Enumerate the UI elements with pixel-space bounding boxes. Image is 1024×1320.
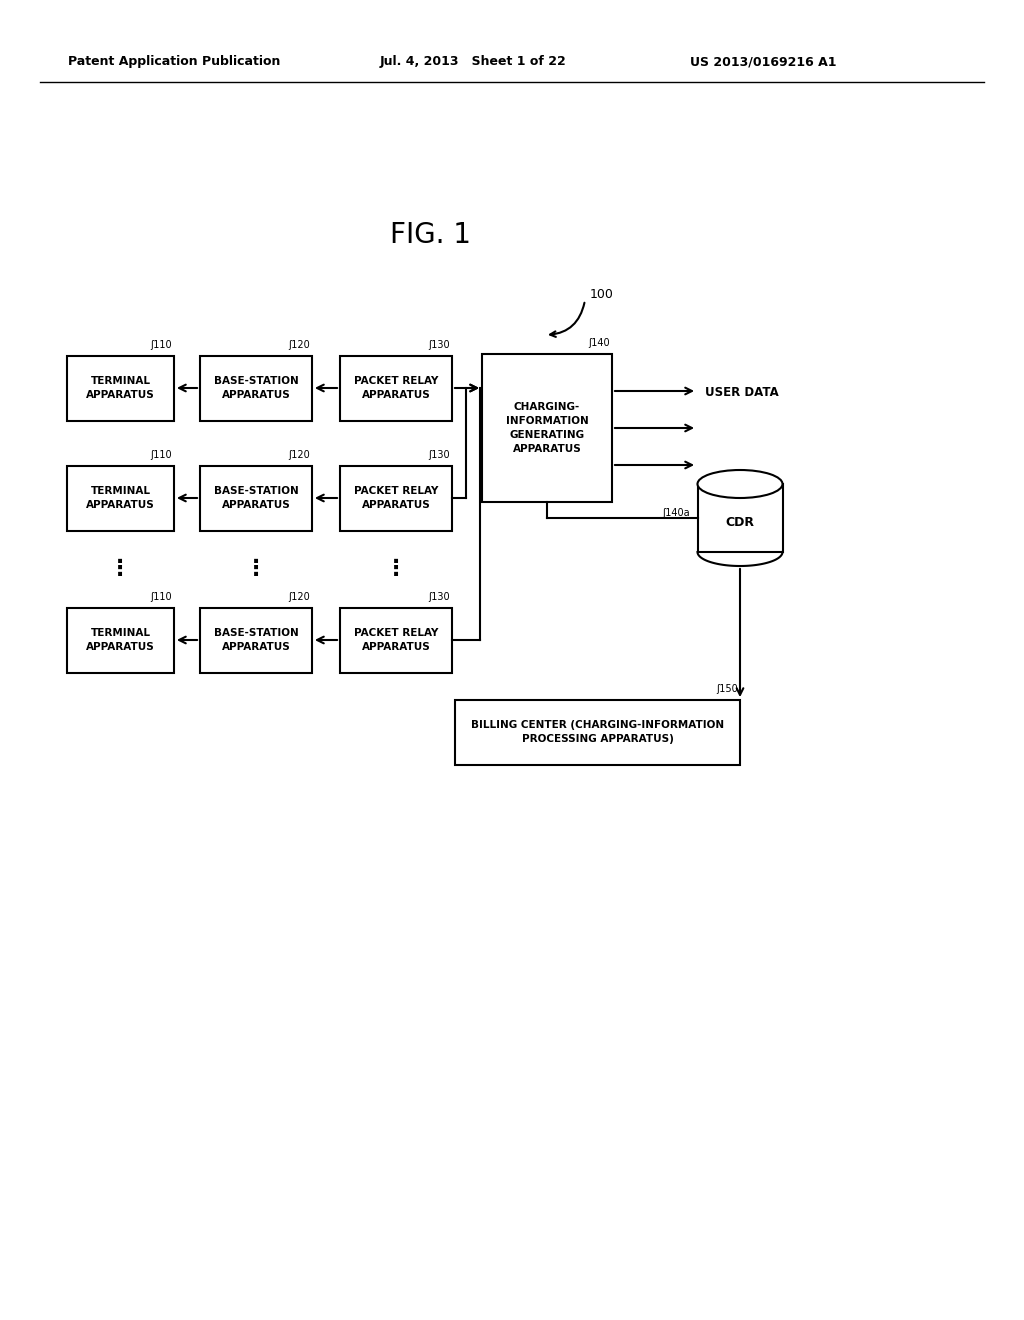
Text: ⋮: ⋮ [245, 558, 267, 579]
Text: FIG. 1: FIG. 1 [389, 220, 470, 249]
Text: ʃ120: ʃ120 [288, 341, 310, 350]
Text: Patent Application Publication: Patent Application Publication [68, 55, 281, 69]
Text: BASE-STATION
APPARATUS: BASE-STATION APPARATUS [214, 487, 298, 511]
Text: ʃ130: ʃ130 [428, 341, 450, 350]
Text: CHARGING-
INFORMATION
GENERATING
APPARATUS: CHARGING- INFORMATION GENERATING APPARAT… [506, 403, 589, 454]
Text: USER DATA: USER DATA [705, 387, 778, 400]
Text: ʃ110: ʃ110 [151, 450, 172, 459]
Text: ʃ140: ʃ140 [589, 338, 610, 348]
Bar [455, 700, 740, 766]
Bar [67, 466, 174, 531]
Text: PACKET RELAY
APPARATUS: PACKET RELAY APPARATUS [354, 487, 438, 511]
Text: TERMINAL
APPARATUS: TERMINAL APPARATUS [86, 487, 155, 511]
Text: TERMINAL
APPARATUS: TERMINAL APPARATUS [86, 376, 155, 400]
Text: TERMINAL
APPARATUS: TERMINAL APPARATUS [86, 628, 155, 652]
Text: BILLING CENTER (CHARGING-INFORMATION
PROCESSING APPARATUS): BILLING CENTER (CHARGING-INFORMATION PRO… [471, 721, 724, 744]
Text: PACKET RELAY
APPARATUS: PACKET RELAY APPARATUS [354, 628, 438, 652]
Bar [482, 354, 612, 502]
Bar [67, 356, 174, 421]
Bar [200, 609, 312, 673]
Text: US 2013/0169216 A1: US 2013/0169216 A1 [690, 55, 837, 69]
Text: ʃ120: ʃ120 [288, 450, 310, 459]
Bar [200, 466, 312, 531]
Text: ʃ130: ʃ130 [428, 450, 450, 459]
Text: ʃ110: ʃ110 [151, 591, 172, 602]
Text: ⋮: ⋮ [109, 558, 131, 579]
Text: ⋮: ⋮ [385, 558, 408, 579]
Text: ʃ120: ʃ120 [288, 591, 310, 602]
Bar [340, 356, 452, 421]
Text: BASE-STATION
APPARATUS: BASE-STATION APPARATUS [214, 628, 298, 652]
Ellipse shape [697, 470, 782, 498]
Text: CDR: CDR [725, 516, 755, 529]
Text: PACKET RELAY
APPARATUS: PACKET RELAY APPARATUS [354, 376, 438, 400]
Text: ʃ130: ʃ130 [428, 591, 450, 602]
Text: 100: 100 [590, 289, 613, 301]
Text: ʃ140a: ʃ140a [662, 508, 689, 517]
Bar [200, 356, 312, 421]
Text: ʃ110: ʃ110 [151, 341, 172, 350]
Bar [340, 609, 452, 673]
Bar [697, 484, 782, 552]
Text: Jul. 4, 2013   Sheet 1 of 22: Jul. 4, 2013 Sheet 1 of 22 [380, 55, 566, 69]
Bar [67, 609, 174, 673]
Text: ʃ150: ʃ150 [716, 684, 738, 694]
Bar [340, 466, 452, 531]
Text: BASE-STATION
APPARATUS: BASE-STATION APPARATUS [214, 376, 298, 400]
